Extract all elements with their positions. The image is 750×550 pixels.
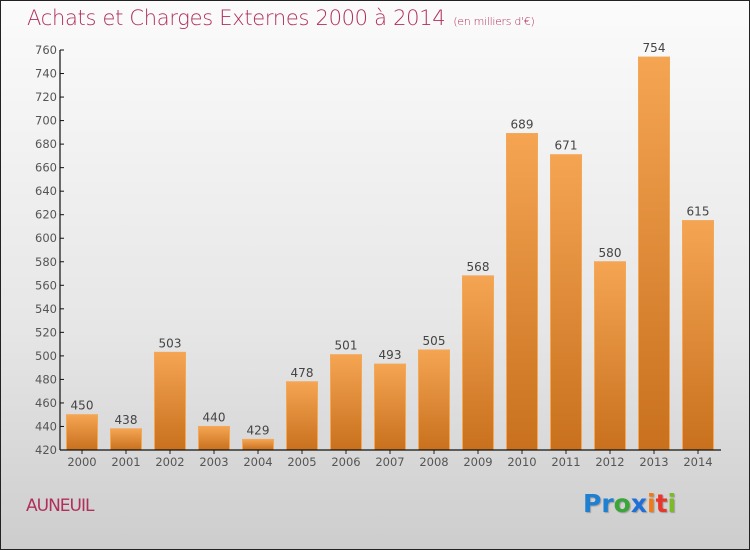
y-tick-label-500: 500 — [35, 349, 57, 363]
bar-2007 — [374, 363, 406, 451]
y-tick-label-420: 420 — [35, 443, 57, 457]
city-name: AUNEUIL — [26, 496, 94, 516]
x-tick-label-2002: 2002 — [155, 455, 184, 469]
logo-letter: o — [613, 489, 631, 518]
value-label-2007: 493 — [379, 348, 402, 362]
chart-subtitle: (en milliers d'€) — [453, 15, 535, 28]
y-tick-label-680: 680 — [35, 137, 57, 151]
x-tick-label-2004: 2004 — [243, 455, 272, 469]
bar-2006 — [330, 354, 362, 451]
bar-2008 — [418, 349, 450, 451]
chart-title-text: Achats et Charges Externes 2000 à 2014 — [27, 6, 446, 30]
bar-2002 — [154, 351, 186, 451]
value-label-2013: 754 — [643, 41, 666, 55]
value-label-2006: 501 — [335, 339, 358, 353]
x-tick-label-2003: 2003 — [199, 455, 228, 469]
x-tick-label-2000: 2000 — [67, 455, 96, 469]
x-tick-label-2012: 2012 — [595, 455, 624, 469]
y-tick-label-620: 620 — [35, 208, 57, 222]
y-tick-label-460: 460 — [35, 396, 57, 410]
y-tick-label-520: 520 — [35, 325, 57, 339]
value-label-2014: 615 — [687, 205, 710, 219]
value-label-2012: 580 — [599, 246, 622, 260]
proxiti-logo[interactable]: Proxiti — [583, 489, 676, 518]
bar-2010 — [506, 133, 538, 451]
x-tick-label-2014: 2014 — [683, 455, 712, 469]
y-tick-label-480: 480 — [35, 372, 57, 386]
bar-2012 — [594, 261, 626, 451]
y-tick-label-540: 540 — [35, 302, 57, 316]
value-label-2001: 438 — [115, 413, 138, 427]
logo-letter: P — [583, 489, 602, 518]
x-tick-label-2001: 2001 — [111, 455, 140, 469]
chart-title: Achats et Charges Externes 2000 à 2014 (e… — [27, 6, 535, 30]
logo-letter: i — [667, 489, 677, 518]
y-tick-label-640: 640 — [35, 184, 57, 198]
bar-2001 — [110, 428, 142, 451]
bar-2009 — [462, 275, 494, 451]
value-label-2000: 450 — [71, 399, 94, 413]
value-label-2003: 440 — [203, 410, 226, 424]
y-tick-label-440: 440 — [35, 419, 57, 433]
bar-2014 — [682, 220, 714, 451]
logo-letter: r — [601, 489, 614, 518]
value-label-2004: 429 — [247, 423, 270, 437]
x-tick-label-2006: 2006 — [331, 455, 360, 469]
bar-2004 — [242, 438, 274, 451]
value-label-2010: 689 — [511, 118, 534, 132]
y-tick-label-560: 560 — [35, 278, 57, 292]
value-label-2008: 505 — [423, 334, 446, 348]
y-tick-label-740: 740 — [35, 67, 57, 81]
x-tick-label-2008: 2008 — [419, 455, 448, 469]
y-tick-label-580: 580 — [35, 255, 57, 269]
y-tick-label-700: 700 — [35, 114, 57, 128]
bar-2000 — [66, 414, 98, 451]
value-label-2009: 568 — [467, 260, 490, 274]
bar-2005 — [286, 381, 318, 451]
bar-2013 — [638, 56, 670, 451]
y-tick-label-660: 660 — [35, 161, 57, 175]
bar-2011 — [550, 154, 582, 451]
y-tick-label-760: 760 — [35, 43, 57, 57]
y-tick-label-720: 720 — [35, 90, 57, 104]
logo-letter: i — [647, 489, 656, 518]
value-label-2011: 671 — [555, 139, 578, 153]
logo-letter: t — [655, 489, 668, 518]
y-tick-label-600: 600 — [35, 231, 57, 245]
x-tick-label-2005: 2005 — [287, 455, 316, 469]
logo-letter: x — [630, 489, 647, 518]
x-tick-label-2011: 2011 — [551, 455, 580, 469]
x-tick-label-2010: 2010 — [507, 455, 536, 469]
x-tick-label-2007: 2007 — [375, 455, 404, 469]
x-tick-label-2013: 2013 — [639, 455, 668, 469]
x-tick-label-2009: 2009 — [463, 455, 492, 469]
bar-2003 — [198, 425, 230, 451]
value-label-2005: 478 — [291, 366, 314, 380]
value-label-2002: 503 — [159, 336, 182, 350]
